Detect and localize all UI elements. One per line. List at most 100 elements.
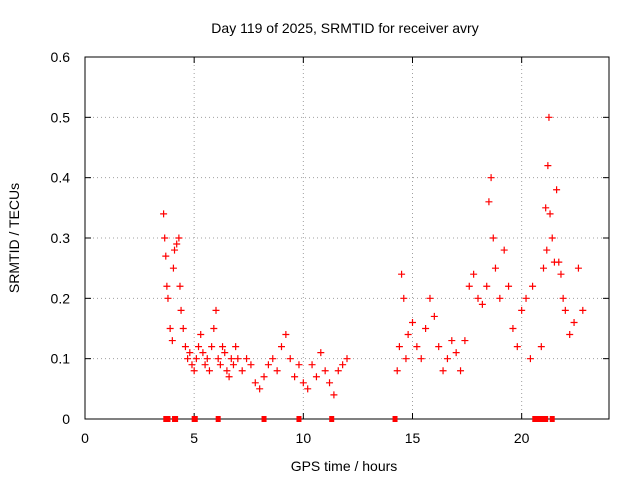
data-point bbox=[304, 385, 312, 393]
data-point bbox=[227, 355, 235, 363]
data-point bbox=[509, 325, 517, 332]
data-point bbox=[557, 270, 565, 278]
x-tick-label: 15 bbox=[405, 430, 421, 446]
y-tick-label: 0.1 bbox=[51, 351, 71, 367]
y-tick-label: 0.4 bbox=[51, 170, 71, 186]
data-point bbox=[243, 355, 251, 363]
data-point bbox=[487, 174, 495, 182]
data-point bbox=[522, 294, 530, 302]
data-point bbox=[526, 355, 534, 363]
data-point bbox=[545, 113, 553, 121]
x-tick-label: 10 bbox=[296, 430, 312, 446]
zero-marker bbox=[165, 416, 171, 422]
data-point bbox=[169, 264, 177, 272]
data-point bbox=[326, 379, 334, 387]
zero-marker bbox=[543, 416, 549, 422]
data-point bbox=[543, 246, 551, 254]
x-axis-label: GPS time / hours bbox=[291, 458, 398, 474]
data-point bbox=[208, 343, 216, 351]
data-point bbox=[161, 234, 169, 242]
data-point bbox=[282, 331, 290, 339]
data-point bbox=[229, 361, 237, 369]
data-point bbox=[435, 343, 443, 351]
y-axis-label: SRMTID / TECUs bbox=[6, 183, 22, 293]
data-point bbox=[402, 355, 410, 363]
data-point bbox=[537, 343, 545, 351]
data-point bbox=[555, 258, 563, 266]
zero-marker bbox=[215, 416, 221, 422]
data-point bbox=[278, 343, 285, 351]
tick-labels: 0 0.1 0.2 0.3 0.4 0.5 0.6 0 5 10 15 20 bbox=[51, 49, 530, 446]
data-point bbox=[210, 325, 218, 332]
data-point bbox=[426, 294, 434, 302]
data-point bbox=[439, 367, 447, 375]
zero-marker bbox=[392, 416, 398, 422]
data-point bbox=[247, 361, 255, 369]
data-point bbox=[553, 186, 561, 194]
data-point bbox=[264, 361, 272, 369]
data-point bbox=[452, 349, 460, 357]
data-point bbox=[201, 361, 209, 369]
x-tick-label: 20 bbox=[514, 430, 530, 446]
data-point bbox=[398, 270, 406, 278]
data-point bbox=[273, 367, 281, 375]
data-point bbox=[518, 306, 526, 314]
data-point bbox=[540, 264, 547, 272]
data-point bbox=[542, 204, 550, 212]
data-point bbox=[448, 337, 456, 345]
data-point bbox=[163, 282, 171, 290]
data-point bbox=[168, 337, 176, 345]
data-point bbox=[330, 391, 338, 399]
data-point bbox=[192, 355, 200, 363]
data-point bbox=[188, 361, 196, 369]
data-point bbox=[166, 325, 174, 332]
data-point bbox=[173, 240, 181, 248]
zero-marker bbox=[549, 416, 555, 422]
data-point bbox=[321, 367, 329, 375]
data-point bbox=[199, 349, 207, 357]
zero-marker bbox=[329, 416, 335, 422]
data-point bbox=[219, 343, 227, 351]
data-point bbox=[184, 355, 192, 363]
data-point bbox=[430, 312, 438, 320]
data-point bbox=[234, 355, 242, 363]
data-point bbox=[317, 349, 325, 357]
data-point bbox=[197, 331, 205, 339]
data-point bbox=[162, 252, 170, 260]
data-point bbox=[548, 234, 556, 242]
data-point bbox=[489, 234, 497, 242]
data-point bbox=[400, 294, 408, 302]
data-point bbox=[474, 294, 482, 302]
data-points bbox=[160, 113, 587, 422]
y-tick-label: 0.5 bbox=[51, 109, 71, 125]
data-point bbox=[457, 367, 465, 375]
chart-title: Day 119 of 2025, SRMTID for receiver avr… bbox=[211, 20, 478, 36]
zero-marker bbox=[261, 416, 267, 422]
axes bbox=[84, 56, 610, 420]
data-point bbox=[299, 379, 307, 387]
data-point bbox=[205, 367, 213, 375]
y-tick-label: 0.6 bbox=[51, 49, 71, 65]
data-point bbox=[216, 361, 224, 369]
data-point bbox=[505, 282, 513, 290]
data-point bbox=[417, 355, 425, 363]
data-point bbox=[160, 210, 168, 218]
data-point bbox=[513, 343, 521, 351]
data-point bbox=[546, 210, 554, 218]
x-tick-label: 5 bbox=[190, 430, 198, 446]
data-point bbox=[260, 373, 268, 381]
data-point bbox=[181, 343, 189, 351]
x-tick-label: 0 bbox=[81, 430, 89, 446]
data-point bbox=[186, 349, 194, 357]
data-point bbox=[561, 306, 569, 314]
data-point bbox=[212, 306, 220, 314]
y-tick-label: 0 bbox=[62, 411, 70, 427]
data-point bbox=[566, 331, 574, 339]
data-point bbox=[559, 294, 567, 302]
data-point bbox=[500, 246, 508, 254]
data-point bbox=[171, 246, 179, 254]
data-point bbox=[291, 373, 299, 381]
data-point bbox=[164, 294, 172, 302]
